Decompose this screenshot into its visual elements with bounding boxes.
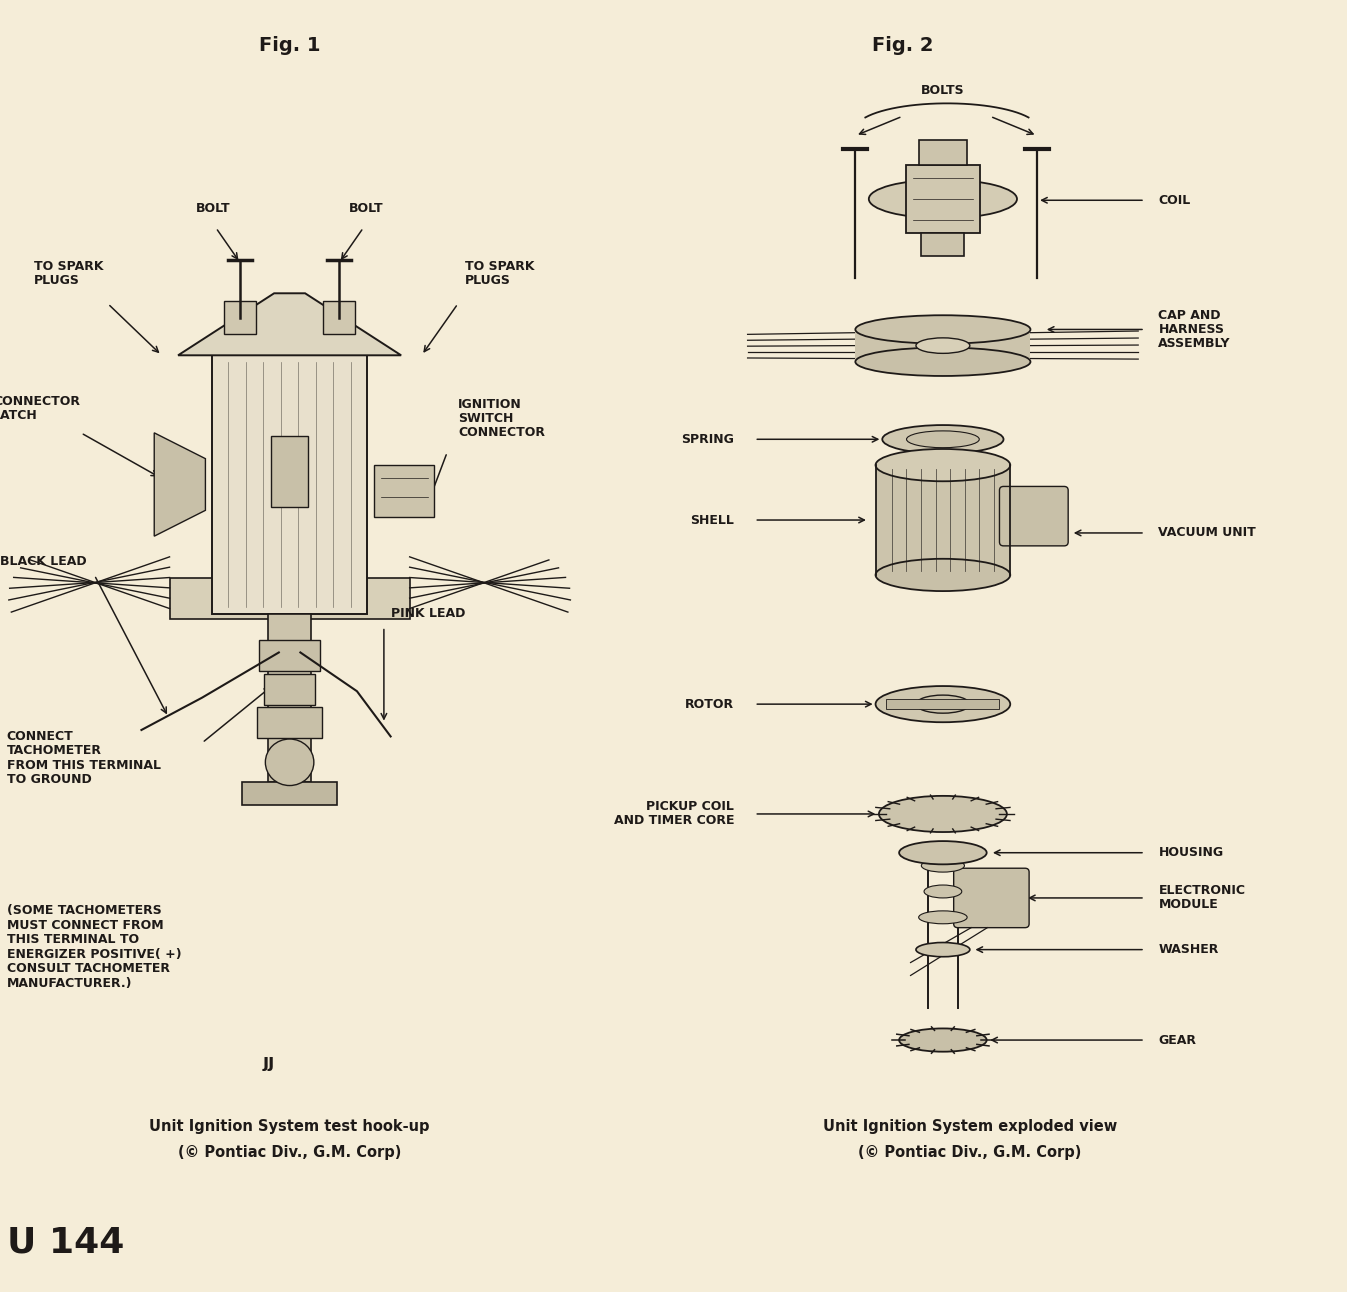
Ellipse shape xyxy=(876,686,1010,722)
Text: ROTOR: ROTOR xyxy=(686,698,734,711)
Bar xyxy=(855,329,1030,362)
FancyBboxPatch shape xyxy=(999,486,1068,545)
Polygon shape xyxy=(154,433,205,536)
Bar xyxy=(271,435,308,506)
Text: SPRING: SPRING xyxy=(682,433,734,446)
Text: CAP AND
HARNESS
ASSEMBLY: CAP AND HARNESS ASSEMBLY xyxy=(1158,309,1231,350)
Text: (© Pontiac Div., G.M. Corp): (© Pontiac Div., G.M. Corp) xyxy=(178,1145,401,1160)
Bar xyxy=(905,165,979,233)
Ellipse shape xyxy=(900,841,986,864)
Ellipse shape xyxy=(900,1028,986,1052)
Ellipse shape xyxy=(882,425,1004,453)
Ellipse shape xyxy=(924,885,962,898)
Text: ȷȷ: ȷȷ xyxy=(263,1053,275,1071)
Bar xyxy=(919,140,967,165)
Ellipse shape xyxy=(916,339,970,353)
Ellipse shape xyxy=(878,796,1006,832)
Ellipse shape xyxy=(876,558,1010,592)
Text: COIL: COIL xyxy=(1158,194,1191,207)
Ellipse shape xyxy=(919,911,967,924)
Ellipse shape xyxy=(921,859,964,872)
Text: IGNITION
SWITCH
CONNECTOR: IGNITION SWITCH CONNECTOR xyxy=(458,398,546,439)
Polygon shape xyxy=(178,293,401,355)
Bar xyxy=(921,233,964,256)
Text: TO SPARK
PLUGS: TO SPARK PLUGS xyxy=(465,260,535,287)
Text: ELECTRONIC
MODULE: ELECTRONIC MODULE xyxy=(1158,885,1246,911)
Bar xyxy=(374,465,434,517)
Text: BOLT: BOLT xyxy=(195,202,230,214)
Ellipse shape xyxy=(907,430,979,447)
Ellipse shape xyxy=(855,348,1030,376)
Bar xyxy=(886,699,999,709)
Text: U 144: U 144 xyxy=(7,1226,124,1260)
Text: SHELL: SHELL xyxy=(690,513,734,527)
Bar xyxy=(264,673,315,704)
Text: Fig. 2: Fig. 2 xyxy=(872,36,933,54)
Bar xyxy=(257,708,322,739)
Ellipse shape xyxy=(916,943,970,956)
Text: GEAR: GEAR xyxy=(1158,1034,1196,1047)
Bar xyxy=(268,614,311,782)
Text: Fig. 1: Fig. 1 xyxy=(259,36,321,54)
Bar xyxy=(170,578,409,619)
Text: CONNECT
TACHOMETER
FROM THIS TERMINAL
TO GROUND: CONNECT TACHOMETER FROM THIS TERMINAL TO… xyxy=(7,730,160,787)
Bar xyxy=(876,465,1010,575)
Text: (SOME TACHOMETERS
MUST CONNECT FROM
THIS TERMINAL TO
ENERGIZER POSITIVE( +)
CONS: (SOME TACHOMETERS MUST CONNECT FROM THIS… xyxy=(7,904,182,990)
Text: (© Pontiac Div., G.M. Corp): (© Pontiac Div., G.M. Corp) xyxy=(858,1145,1082,1160)
Ellipse shape xyxy=(876,450,1010,481)
Text: BOLTS: BOLTS xyxy=(921,84,964,97)
Bar xyxy=(259,640,321,672)
Text: HOUSING: HOUSING xyxy=(1158,846,1223,859)
Text: TO SPARK
PLUGS: TO SPARK PLUGS xyxy=(34,260,104,287)
Text: VACUUM UNIT: VACUUM UNIT xyxy=(1158,526,1257,540)
Circle shape xyxy=(265,739,314,786)
Text: PICKUP COIL
AND TIMER CORE: PICKUP COIL AND TIMER CORE xyxy=(614,801,734,827)
Text: PINK LEAD: PINK LEAD xyxy=(391,607,465,620)
Text: CONNECTOR
LATCH: CONNECTOR LATCH xyxy=(0,395,81,422)
FancyBboxPatch shape xyxy=(954,868,1029,928)
Text: BLACK LEAD: BLACK LEAD xyxy=(0,556,86,568)
Bar xyxy=(323,301,356,333)
Bar xyxy=(242,782,337,805)
Ellipse shape xyxy=(869,180,1017,218)
Ellipse shape xyxy=(855,315,1030,344)
Text: Unit Ignition System exploded view: Unit Ignition System exploded view xyxy=(823,1119,1117,1134)
Text: BOLT: BOLT xyxy=(349,202,384,214)
Text: Unit Ignition System test hook-up: Unit Ignition System test hook-up xyxy=(150,1119,430,1134)
Bar xyxy=(224,301,256,333)
Text: WASHER: WASHER xyxy=(1158,943,1219,956)
Ellipse shape xyxy=(916,695,970,713)
FancyBboxPatch shape xyxy=(213,355,366,614)
